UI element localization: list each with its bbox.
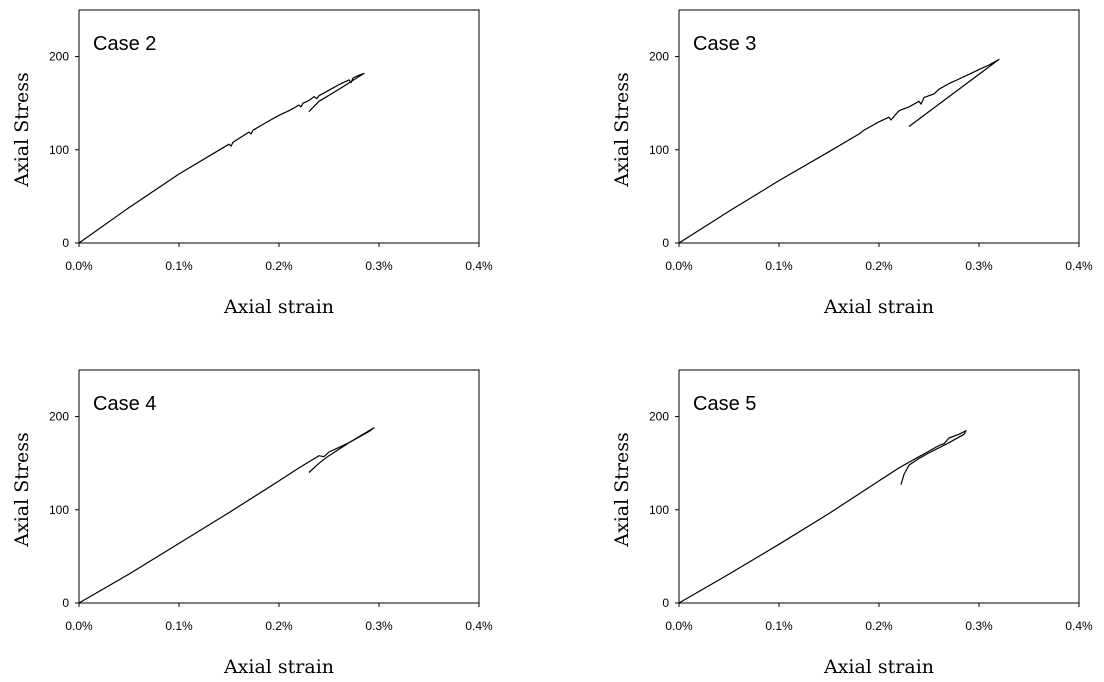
x-axis-title: Axial strain (823, 656, 934, 678)
series-line (678, 430, 967, 604)
x-tick-label: 0.1% (765, 619, 793, 633)
y-tick-label: 100 (649, 503, 669, 517)
x-tick-label: 0.2% (865, 619, 893, 633)
x-tick-label: 0.2% (265, 619, 293, 633)
x-axis-title: Axial strain (823, 296, 934, 318)
series-line (678, 58, 1000, 244)
y-axis-title: Axial Stress (611, 432, 633, 547)
x-axis-title: Axial strain (223, 656, 334, 678)
series-line (78, 427, 375, 604)
x-tick-label: 0.4% (465, 619, 493, 633)
x-tick-label: 0.1% (165, 259, 193, 273)
y-tick-label: 200 (49, 50, 69, 64)
y-tick-label: 100 (649, 143, 669, 157)
chart-title: Case 5 (693, 393, 756, 415)
y-tick-label: 0 (62, 236, 69, 250)
y-axis-title: Axial Stress (11, 72, 33, 187)
chart-panel: Case 3 0.0% 0.1% 0.2% 0.3% 0.4% 0 100 200 Axial s… (611, 9, 1093, 318)
x-tick-label: 0.1% (765, 259, 793, 273)
x-tick-label: 0.3% (965, 619, 993, 633)
y-tick-label: 0 (662, 596, 669, 610)
x-tick-label: 0.0% (65, 259, 93, 273)
y-tick-label: 200 (649, 410, 669, 424)
chart-title: Case 3 (693, 33, 756, 55)
chart-panel: Case 4 0.0% 0.1% 0.2% 0.3% 0.4% 0 100 200 Axial s… (11, 369, 493, 678)
x-axis-title: Axial strain (223, 296, 334, 318)
x-tick-label: 0.0% (665, 259, 693, 273)
series-line (78, 72, 365, 244)
y-tick-label: 0 (662, 236, 669, 250)
y-tick-label: 200 (649, 50, 669, 64)
y-tick-label: 100 (49, 143, 69, 157)
x-tick-label: 0.4% (1065, 259, 1093, 273)
x-tick-label: 0.2% (265, 259, 293, 273)
x-tick-label: 0.2% (865, 259, 893, 273)
y-axis-title: Axial Stress (611, 72, 633, 187)
y-axis-title: Axial Stress (11, 432, 33, 547)
y-tick-label: 200 (49, 410, 69, 424)
x-tick-label: 0.3% (365, 619, 393, 633)
x-tick-label: 0.1% (165, 619, 193, 633)
x-tick-label: 0.3% (965, 259, 993, 273)
x-tick-label: 0.4% (1065, 619, 1093, 633)
x-tick-label: 0.0% (65, 619, 93, 633)
chart-title: Case 4 (93, 393, 156, 415)
x-tick-label: 0.3% (365, 259, 393, 273)
x-tick-label: 0.0% (665, 619, 693, 633)
x-tick-label: 0.4% (465, 259, 493, 273)
chart-title: Case 2 (93, 33, 156, 55)
chart-panel: Case 2 0.0% 0.1% 0.2% 0.3% 0.4% 0 100 200 Axial s… (11, 9, 493, 318)
chart-panel: Case 5 0.0% 0.1% 0.2% 0.3% 0.4% 0 100 200 Axial s… (611, 369, 1093, 678)
y-tick-label: 0 (62, 596, 69, 610)
y-tick-label: 100 (49, 503, 69, 517)
